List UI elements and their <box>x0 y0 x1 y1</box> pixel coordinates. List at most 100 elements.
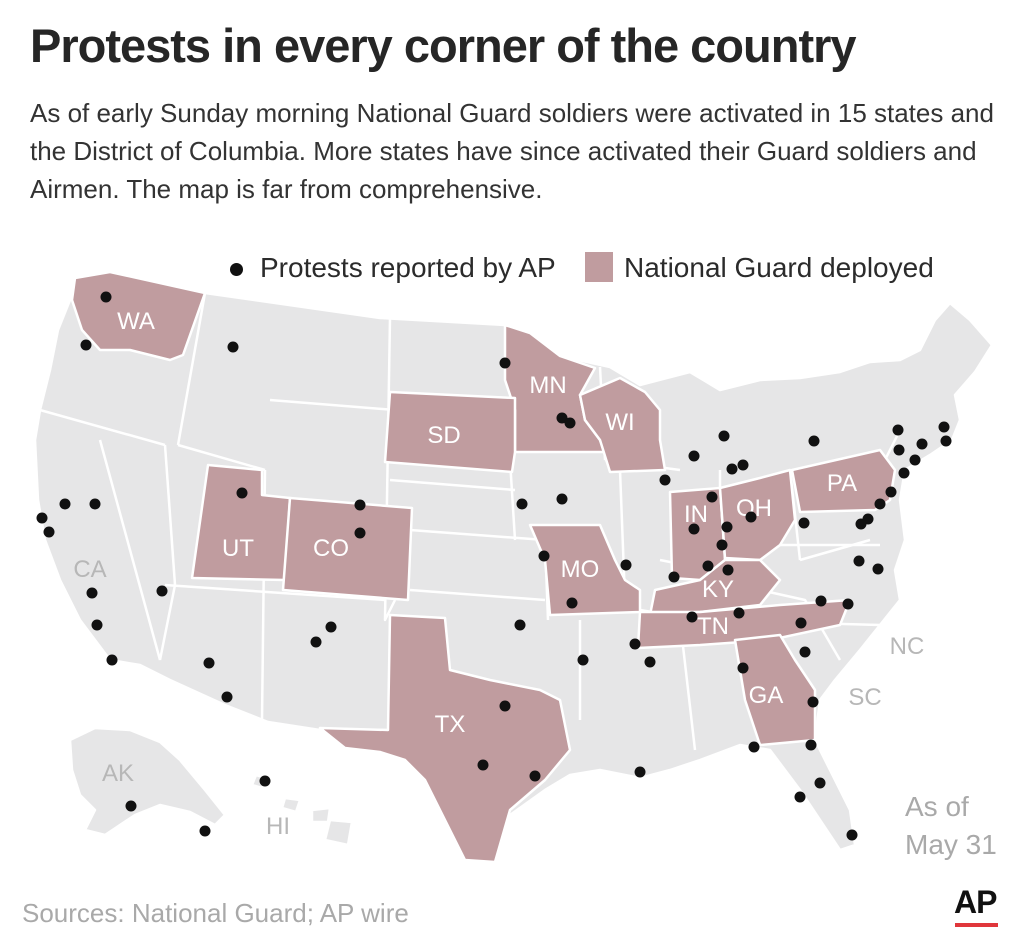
protest-dot <box>203 657 215 669</box>
label-tn: TN <box>697 613 729 640</box>
protest-dot <box>726 463 738 475</box>
protest-dot <box>499 700 511 712</box>
protest-dot <box>43 526 55 538</box>
protest-dot <box>629 638 641 650</box>
protest-dot <box>688 450 700 462</box>
protest-dot <box>872 563 884 575</box>
protest-dot <box>620 559 632 571</box>
label-sd: SD <box>427 422 460 449</box>
protest-dot <box>737 662 749 674</box>
guard-swatch-icon <box>585 252 613 282</box>
label-nc: NC <box>890 633 925 660</box>
label-ak: AK <box>102 760 134 787</box>
label-ky: KY <box>702 576 734 603</box>
protest-dot <box>909 454 921 466</box>
state-tx <box>318 613 572 864</box>
protest-dot <box>477 759 489 771</box>
label-pa: PA <box>827 470 857 497</box>
label-hi: HI <box>266 813 290 840</box>
protest-dot <box>892 424 904 436</box>
guard-states <box>70 270 897 864</box>
protest-dot <box>853 555 865 567</box>
protest-dot <box>940 435 952 447</box>
protest-dot <box>259 775 271 787</box>
protest-dot <box>702 560 714 572</box>
protest-dot <box>722 564 734 576</box>
hawaii-4 <box>323 818 354 847</box>
protest-dot <box>100 291 112 303</box>
hawaii-2 <box>280 796 302 814</box>
label-mo: MO <box>561 556 600 583</box>
protest-dot <box>798 517 810 529</box>
protest-dot <box>325 621 337 633</box>
protest-dot <box>516 498 528 510</box>
protest-dot <box>799 646 811 658</box>
label-mn: MN <box>529 372 566 399</box>
protest-dot <box>721 521 733 533</box>
protest-dot <box>748 741 760 753</box>
label-in: IN <box>684 501 708 528</box>
protest-dot <box>794 791 806 803</box>
protest-dot <box>199 825 211 837</box>
protest-dot <box>898 467 910 479</box>
ap-logo-underline <box>955 923 998 927</box>
protest-dot <box>499 357 511 369</box>
protest-dot <box>89 498 101 510</box>
alaska <box>68 726 227 837</box>
protest-dot <box>221 691 233 703</box>
protest-dot <box>718 430 730 442</box>
protest-dot <box>893 444 905 456</box>
protest-dot <box>86 587 98 599</box>
label-sc: SC <box>848 684 881 711</box>
protest-dots <box>36 291 952 841</box>
state-pa <box>790 448 897 514</box>
protest-dot <box>564 417 576 429</box>
protest-dot <box>855 518 867 530</box>
protest-dot <box>91 619 103 631</box>
protest-dot <box>227 341 239 353</box>
protest-dot <box>688 523 700 535</box>
protest-dot <box>556 493 568 505</box>
protest-dot <box>659 474 671 486</box>
protest-dot <box>745 511 757 523</box>
page-title: Protests in every corner of the country <box>30 19 857 72</box>
hawaii-3 <box>310 806 332 824</box>
label-ca: CA <box>73 556 106 583</box>
protest-dot <box>310 636 322 648</box>
protest-dot <box>59 498 71 510</box>
protest-dot <box>706 491 718 503</box>
state-ga <box>733 633 817 747</box>
protest-dot <box>354 527 366 539</box>
label-ut: UT <box>222 535 254 562</box>
state-labels: WA MN WI SD UT CO MO IN OH PA KY TN GA T… <box>73 308 924 840</box>
state-sd <box>383 390 517 474</box>
protest-dot <box>577 654 589 666</box>
state-wi <box>578 376 667 474</box>
protest-dot <box>938 421 950 433</box>
protest-dot <box>815 595 827 607</box>
as-of-note: As of May 31 <box>905 791 997 860</box>
protest-dot <box>885 486 897 498</box>
state-mo <box>528 523 642 617</box>
protest-dot <box>686 611 698 623</box>
label-wa: WA <box>117 308 155 335</box>
protest-dot <box>733 607 745 619</box>
protest-dot <box>874 498 886 510</box>
ap-logo: AP <box>954 884 997 920</box>
protest-dot <box>538 550 550 562</box>
protest-dot <box>668 571 680 583</box>
state-co <box>281 496 414 602</box>
protest-dot <box>737 459 749 471</box>
protest-dot <box>156 585 168 597</box>
protest-dot <box>529 770 541 782</box>
protest-dot <box>644 656 656 668</box>
label-ga: GA <box>749 682 784 709</box>
protest-dot-icon <box>230 263 243 276</box>
protest-dot <box>514 619 526 631</box>
protest-dot <box>842 598 854 610</box>
protest-dot <box>808 435 820 447</box>
subtitle: As of early Sunday morning National Guar… <box>30 98 994 204</box>
protest-dot <box>80 339 92 351</box>
protest-dot <box>795 617 807 629</box>
